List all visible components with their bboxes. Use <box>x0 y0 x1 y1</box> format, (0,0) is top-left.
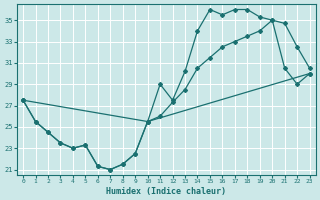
X-axis label: Humidex (Indice chaleur): Humidex (Indice chaleur) <box>106 187 226 196</box>
